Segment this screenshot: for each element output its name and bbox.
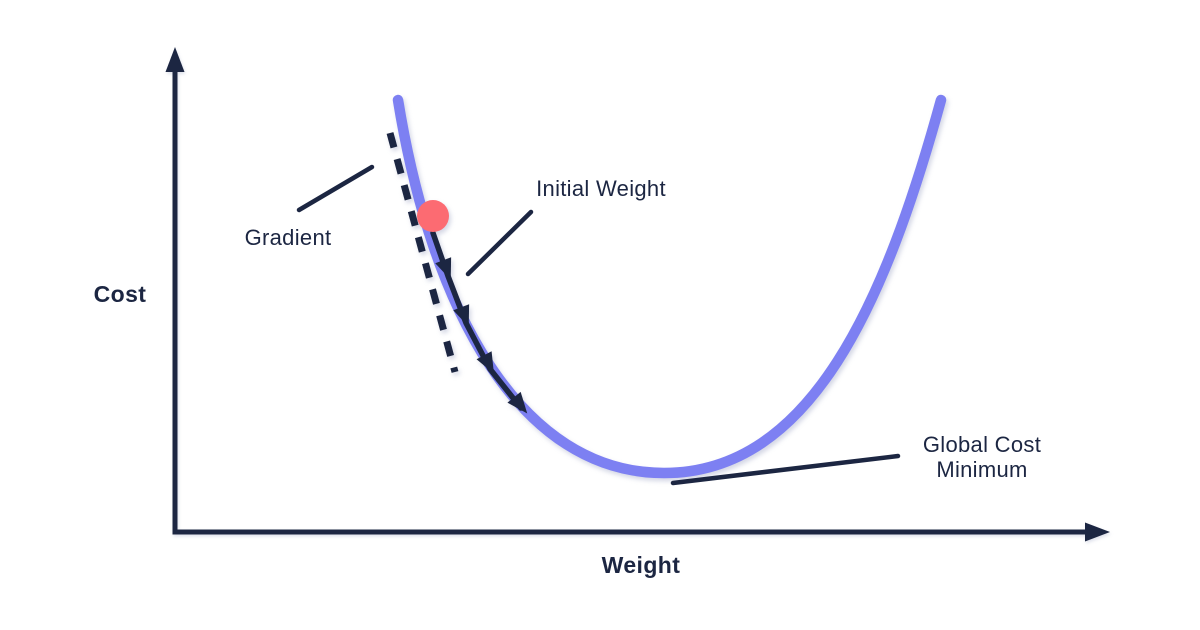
descent-arrowhead-icon	[435, 257, 452, 280]
gradient-label: Gradient	[245, 225, 332, 250]
gradient-pointer-line	[296, 164, 375, 213]
initial-weight-dot	[417, 200, 449, 232]
descent-arrowhead-icon	[453, 304, 470, 327]
descent-arrowhead-icon	[507, 391, 528, 414]
y-axis-label: Cost	[94, 281, 147, 307]
gradient-tangent-dashed-line	[386, 132, 459, 373]
pointer-lines	[296, 164, 901, 486]
global-cost-minimum-label-line1: Global Cost	[923, 432, 1041, 457]
y-axis-arrowhead-icon	[165, 47, 185, 72]
cost-curve	[392, 94, 947, 479]
curve-group	[386, 94, 947, 479]
x-axis-arrowhead-icon	[1085, 522, 1110, 542]
global-cost-minimum-pointer-line	[670, 453, 901, 486]
global-cost-minimum-label: Global Cost Minimum	[923, 432, 1041, 482]
axes	[165, 47, 1110, 542]
initial-weight-pointer-line	[465, 209, 534, 277]
global-cost-minimum-label-line2: Minimum	[936, 457, 1027, 482]
descent-arrowhead-icon	[476, 351, 494, 374]
x-axis-label: Weight	[602, 552, 681, 578]
initial-weight-label: Initial Weight	[536, 176, 666, 201]
